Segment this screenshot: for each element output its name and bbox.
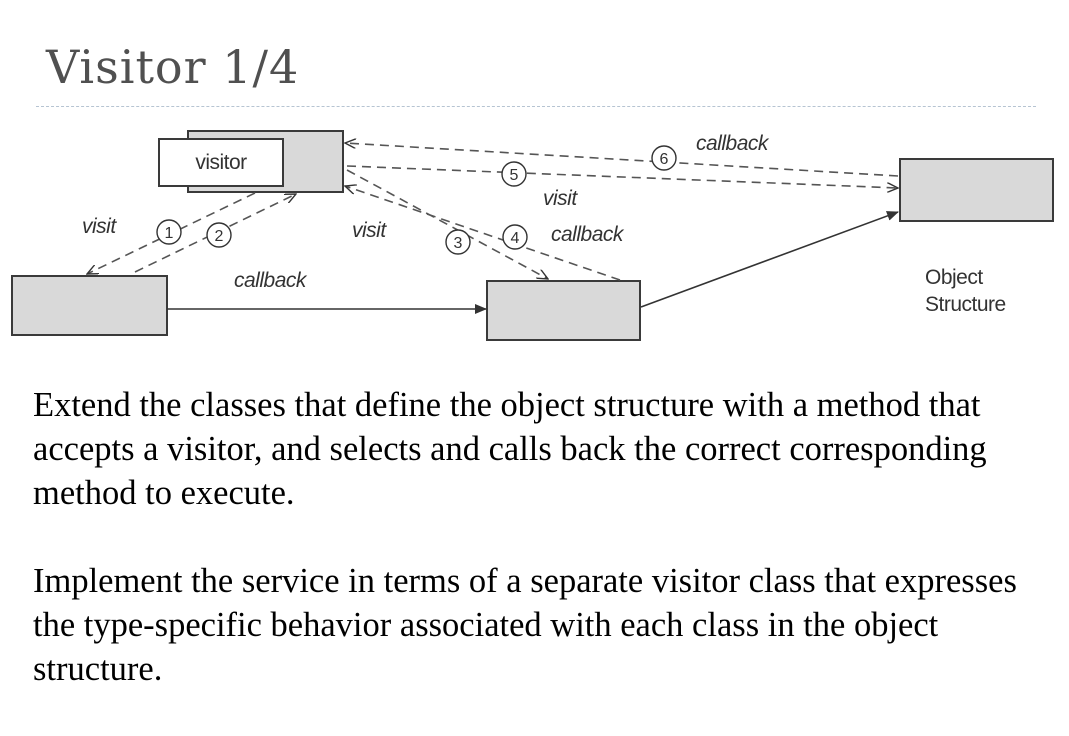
element-box-middle [487,281,640,340]
svg-text:3: 3 [454,235,463,252]
object-structure-label: Object Structure [925,266,1006,316]
step-badge-4: 4 [503,225,527,249]
svg-text:1: 1 [165,225,174,242]
svg-text:4: 4 [511,230,520,247]
svg-text:5: 5 [510,167,519,184]
svg-text:2: 2 [215,228,224,245]
object-structure-label-line2: Structure [925,293,1006,316]
structure-arrow-middle-to-object [641,212,898,307]
visitor-label: visitor [195,151,247,174]
callback-arrow-6 [345,143,898,176]
step-badge-1: 1 [157,220,181,244]
body-paragraph-2: Implement the service in terms of a sepa… [33,559,1033,691]
object-structure-label-line1: Object [925,266,983,289]
svg-text:6: 6 [660,151,669,168]
step-badge-2: 2 [207,223,231,247]
step-badge-3: 3 [446,230,470,254]
edge-label-callback-top: callback [696,132,770,155]
edge-label-visit-middle: visit [352,219,387,242]
step-badge-5: 5 [502,162,526,186]
element-box-left [12,276,167,335]
visit-arrow-5 [347,166,898,188]
object-structure-box [900,159,1053,221]
edge-label-visit-top: visit [543,187,578,210]
edge-label-visit-left: visit [82,215,117,238]
step-badge-6: 6 [652,146,676,170]
edge-label-callback-middle: callback [551,223,625,246]
body-paragraph-1: Extend the classes that define the objec… [33,383,1033,515]
edge-label-callback-bottom: callback [234,269,308,292]
